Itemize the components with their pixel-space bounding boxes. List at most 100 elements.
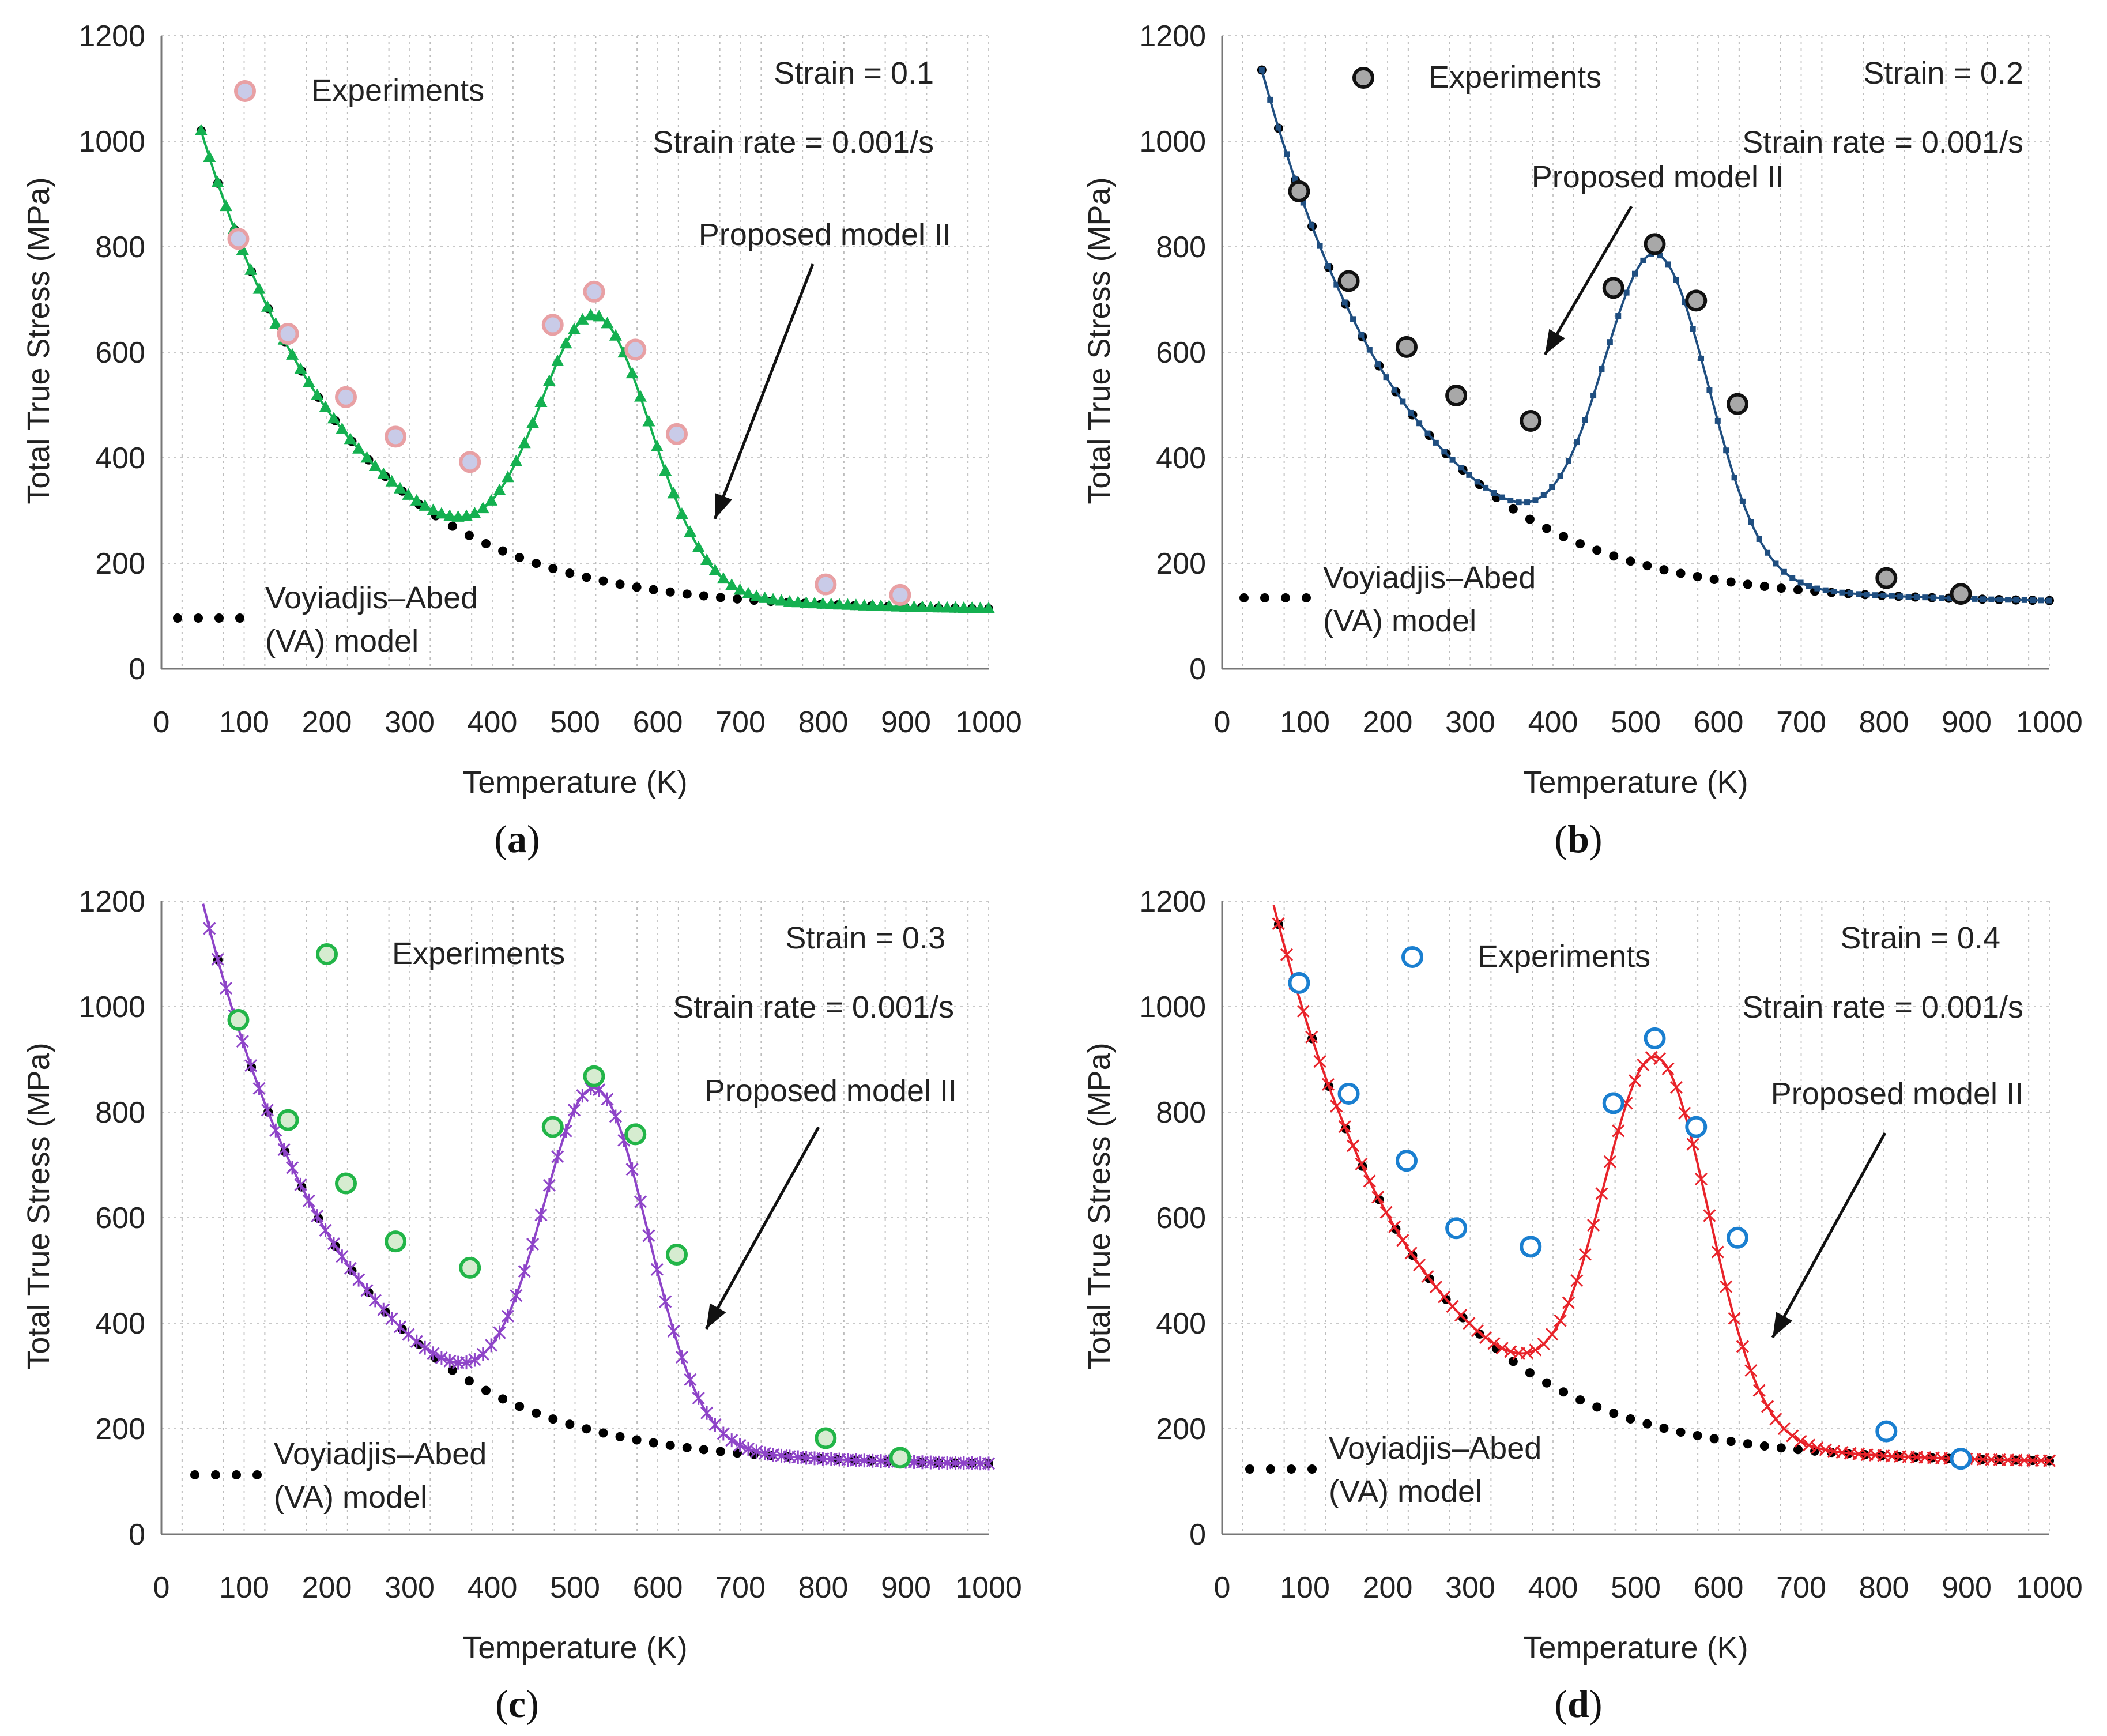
model-marker	[650, 1262, 664, 1276]
model-marker	[692, 1391, 705, 1405]
x-tick-label: 400	[1528, 706, 1578, 739]
caption-paren-close: )	[527, 817, 540, 861]
model-marker	[1565, 458, 1571, 464]
model-marker	[211, 952, 224, 966]
va-model-dot	[1508, 504, 1518, 514]
y-tick-label: 1200	[78, 20, 145, 53]
x-tick-label: 700	[715, 1571, 766, 1605]
model-marker	[419, 1340, 432, 1355]
caption-paren-open: (	[495, 1682, 508, 1726]
experiment-point	[277, 322, 299, 345]
model-marker	[1258, 67, 1265, 73]
model-marker	[733, 583, 747, 595]
model-marker	[1736, 1340, 1749, 1353]
model-marker	[485, 1338, 498, 1353]
caption-paren-close: )	[1589, 817, 1603, 861]
model-marker	[700, 1406, 714, 1420]
experiment-point	[1602, 1092, 1624, 1114]
model-marker	[1499, 494, 1505, 500]
model-marker	[518, 1264, 531, 1279]
model-marker	[1612, 1124, 1625, 1138]
x-axis-title: Temperature (K)	[1523, 765, 1748, 800]
model-marker	[1653, 1052, 1667, 1065]
experiment-point	[815, 573, 837, 596]
model-marker	[675, 1350, 688, 1365]
experiment-point	[541, 314, 564, 336]
model-marker	[849, 598, 862, 611]
model-marker	[526, 1237, 540, 1251]
model-marker	[1698, 355, 1705, 361]
model-marker	[1421, 1270, 1434, 1283]
model-marker	[1341, 299, 1348, 306]
model-marker	[1371, 1191, 1385, 1204]
model-marker	[1524, 499, 1531, 506]
legend-va-marker	[190, 1470, 199, 1479]
model-marker	[1897, 593, 1904, 600]
model-marker	[1603, 1155, 1616, 1168]
model-marker	[1458, 465, 1464, 471]
x-tick-label: 1000	[2016, 706, 2083, 739]
model-marker	[593, 310, 606, 322]
model-marker	[1988, 596, 1995, 602]
legend-va-label-line2: (VA) model	[1329, 1474, 1482, 1509]
va-model-series	[196, 126, 993, 613]
model-marker	[493, 1325, 506, 1340]
caption-letter: b	[1567, 817, 1589, 861]
model-marker	[982, 1456, 996, 1471]
model-marker	[360, 451, 374, 463]
model-marker	[907, 600, 921, 612]
model-marker	[468, 1353, 481, 1367]
x-tick-label: 500	[550, 1571, 600, 1605]
va-model-dot	[1759, 1441, 1769, 1451]
model-marker	[1765, 549, 1771, 556]
x-tick-label: 700	[715, 706, 766, 739]
model-marker	[1391, 386, 1397, 393]
va-model-dot	[565, 1419, 575, 1429]
model-marker	[1786, 1429, 1799, 1443]
model-marker	[1694, 1172, 1708, 1186]
model-marker	[625, 367, 639, 379]
arrow-shaft	[1771, 1132, 1887, 1339]
va-model-dot	[498, 1394, 508, 1404]
y-tick-label: 800	[1156, 1096, 1206, 1129]
experiment-point	[1445, 385, 1468, 407]
model-marker	[659, 1294, 672, 1309]
model-marker	[542, 374, 556, 386]
panel-caption: (d)	[1554, 1682, 1602, 1726]
model-marker	[957, 601, 970, 613]
model-marker	[261, 300, 274, 312]
model-marker	[601, 1092, 614, 1106]
model-marker	[236, 1034, 249, 1049]
va-model-dot	[715, 593, 725, 602]
va-model-dot	[1592, 545, 1602, 555]
model-marker	[1703, 1209, 1716, 1222]
va-model-dot	[481, 539, 491, 548]
model-marker	[1313, 1055, 1326, 1068]
legend-va-marker	[235, 613, 244, 623]
model-marker	[319, 1223, 332, 1237]
model-marker	[1797, 579, 1804, 586]
va-model-dot	[1525, 1368, 1535, 1378]
model-marker	[476, 502, 489, 514]
chart-panel-b: 0 100 200 300 400 500 600 700 800 900 1000 0 200 400 6…	[1082, 20, 2083, 861]
model-marker	[1408, 409, 1414, 416]
model-marker	[1388, 1220, 1401, 1233]
model-marker	[2046, 597, 2052, 604]
model-marker	[1338, 1120, 1351, 1133]
experiment-point	[666, 423, 688, 445]
legend-va-marker	[1245, 1464, 1254, 1474]
y-tick-label: 1200	[1139, 20, 1206, 53]
experiment-point	[583, 1065, 605, 1087]
model-marker	[526, 416, 540, 428]
model-marker	[336, 1249, 349, 1264]
model-marker	[1930, 594, 1936, 601]
x-tick-label: 100	[1280, 1571, 1330, 1605]
model-marker	[410, 494, 423, 506]
model-marker	[1806, 583, 1812, 589]
model-marker	[1449, 457, 1456, 463]
x-tick-label: 600	[1694, 1571, 1744, 1605]
model-marker	[319, 400, 332, 412]
model-marker	[1640, 257, 1646, 263]
model-marker	[982, 601, 995, 613]
